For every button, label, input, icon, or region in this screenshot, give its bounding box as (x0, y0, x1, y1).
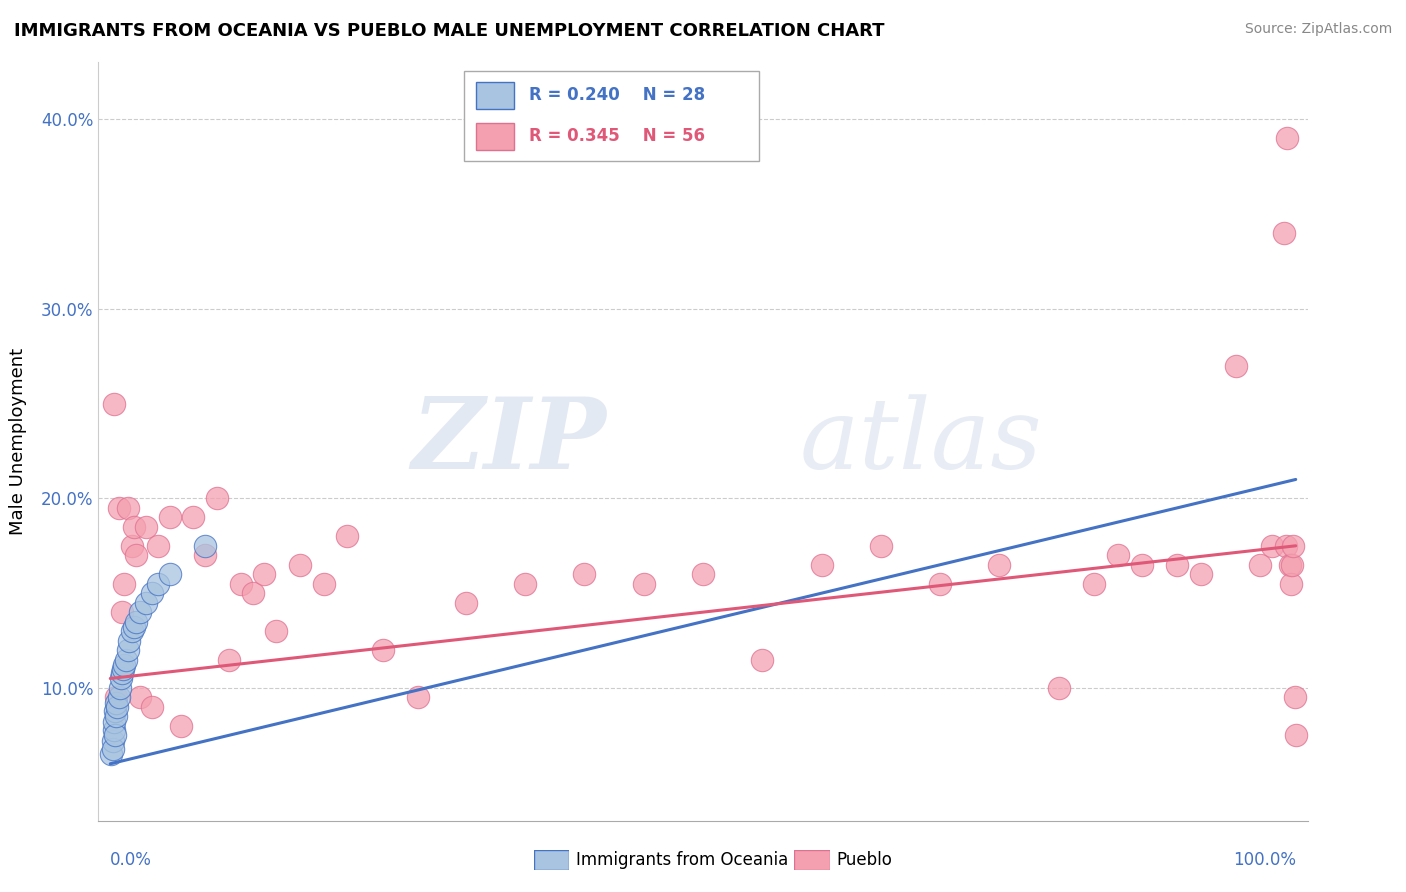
Point (103, 396, 125, 410)
Point (159, 567, 181, 582)
Point (118, 633, 141, 648)
Point (1047, 681, 1070, 695)
Text: ZIP: ZIP (412, 393, 606, 490)
Point (125, 548, 148, 563)
Point (110, 672, 132, 686)
Point (1272, 226, 1295, 240)
Point (103, 715, 125, 730)
Text: IMMIGRANTS FROM OCEANIA VS PUEBLO MALE UNEMPLOYMENT CORRELATION CHART: IMMIGRANTS FROM OCEANIA VS PUEBLO MALE U… (14, 22, 884, 40)
Point (105, 709, 128, 723)
Point (181, 510, 204, 524)
Point (988, 558, 1011, 572)
Point (1275, 539, 1298, 553)
Bar (475, 123, 515, 150)
Point (1277, 131, 1299, 145)
Bar (475, 82, 515, 109)
Point (229, 576, 252, 591)
Point (408, 690, 430, 705)
Point (218, 652, 240, 666)
Point (146, 576, 169, 591)
Text: R = 0.345    N = 56: R = 0.345 N = 56 (529, 128, 704, 145)
Point (105, 690, 128, 705)
Point (129, 690, 152, 705)
Point (141, 699, 163, 714)
Point (371, 643, 394, 657)
Point (1282, 539, 1305, 553)
Point (104, 728, 127, 742)
Point (141, 586, 163, 600)
Point (205, 491, 228, 506)
Text: 100.0%: 100.0% (1233, 851, 1296, 869)
Point (336, 529, 359, 543)
Point (105, 699, 128, 714)
Point (810, 558, 832, 572)
Point (929, 576, 952, 591)
Point (159, 510, 181, 524)
Point (1284, 690, 1306, 705)
Point (264, 624, 287, 639)
Point (1261, 539, 1284, 553)
Text: Pueblo: Pueblo (837, 851, 893, 869)
Point (101, 741, 124, 756)
Point (129, 605, 152, 619)
Point (1083, 576, 1105, 591)
Point (1130, 558, 1153, 572)
Point (1249, 558, 1271, 572)
Text: Immigrants from Oceania: Immigrants from Oceania (576, 851, 789, 869)
Text: atlas: atlas (800, 394, 1042, 489)
Point (114, 576, 136, 591)
Point (103, 723, 125, 737)
Point (135, 520, 157, 534)
Point (107, 500, 129, 515)
Point (1225, 359, 1247, 373)
Point (122, 520, 145, 534)
Text: R = 0.240    N = 28: R = 0.240 N = 28 (529, 87, 704, 104)
Point (194, 548, 217, 563)
Point (1279, 576, 1302, 591)
Point (1189, 567, 1212, 582)
Point (1166, 558, 1188, 572)
Point (104, 704, 127, 718)
Point (108, 681, 131, 695)
Point (100, 747, 122, 762)
Point (114, 652, 136, 666)
Point (1285, 728, 1308, 742)
Point (253, 567, 276, 582)
Point (242, 586, 264, 600)
Point (515, 576, 537, 591)
Point (1278, 558, 1301, 572)
Point (112, 662, 135, 676)
Point (117, 643, 139, 657)
Point (288, 558, 311, 572)
Point (135, 596, 157, 610)
Point (122, 620, 145, 634)
Point (111, 665, 134, 680)
Point (1281, 558, 1303, 572)
Point (454, 596, 477, 610)
Point (751, 652, 773, 666)
Point (111, 605, 134, 619)
Point (312, 576, 335, 591)
Point (101, 734, 124, 748)
Point (692, 567, 714, 582)
Y-axis label: Male Unemployment: Male Unemployment (10, 348, 27, 535)
Point (114, 658, 136, 673)
Point (121, 539, 143, 553)
Point (1107, 548, 1129, 563)
Point (869, 539, 891, 553)
Point (574, 567, 596, 582)
Point (170, 719, 193, 733)
Point (125, 615, 148, 629)
Point (117, 500, 139, 515)
FancyBboxPatch shape (464, 71, 759, 161)
Point (146, 539, 169, 553)
Text: 0.0%: 0.0% (110, 851, 152, 869)
Point (121, 624, 143, 639)
Point (194, 539, 217, 553)
Point (105, 696, 128, 710)
Point (633, 576, 655, 591)
Text: Source: ZipAtlas.com: Source: ZipAtlas.com (1244, 22, 1392, 37)
Point (107, 690, 129, 705)
